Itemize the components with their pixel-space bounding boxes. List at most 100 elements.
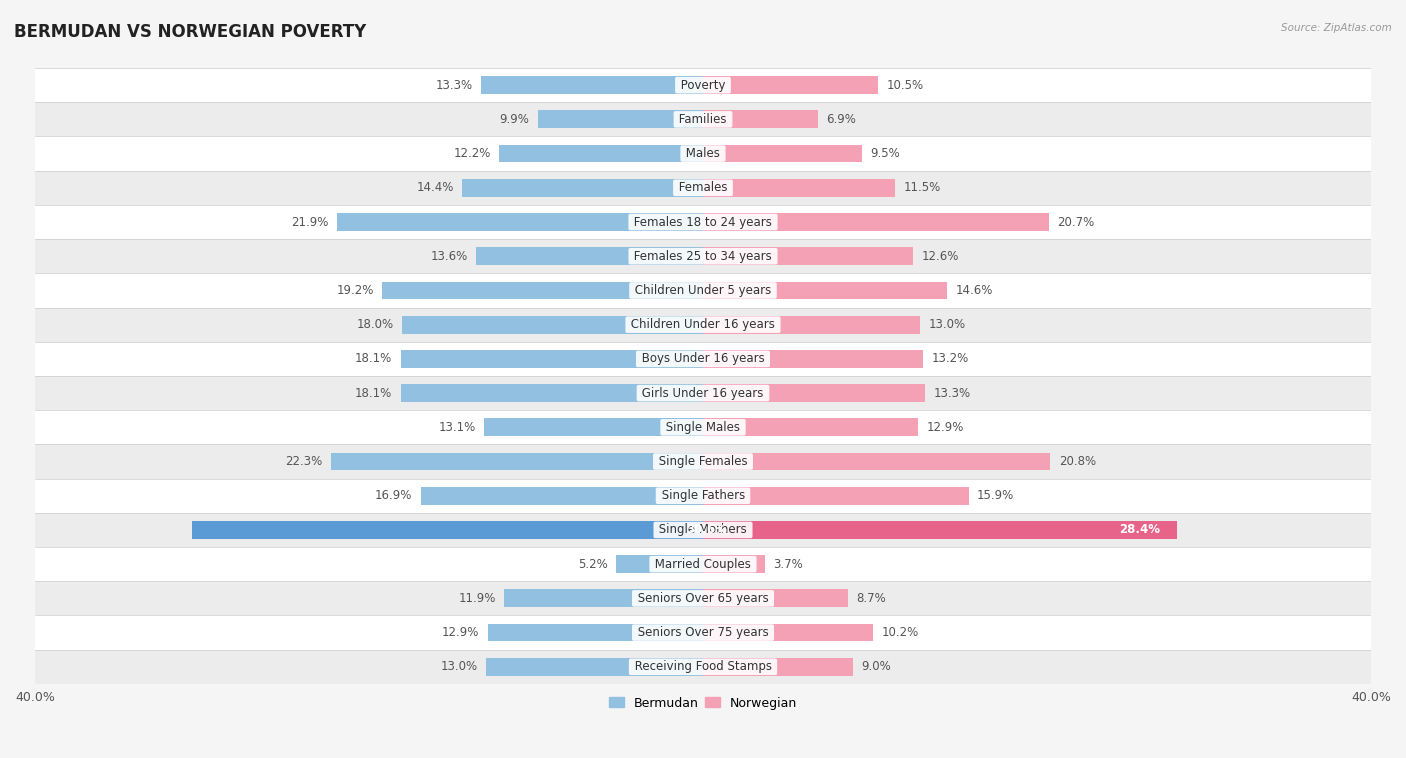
Text: 9.5%: 9.5% xyxy=(870,147,900,160)
Text: 13.6%: 13.6% xyxy=(430,249,468,263)
Bar xyxy=(703,487,969,505)
Bar xyxy=(463,179,703,197)
Text: 3.7%: 3.7% xyxy=(773,558,803,571)
Text: Seniors Over 75 years: Seniors Over 75 years xyxy=(634,626,772,639)
Legend: Bermudan, Norwegian: Bermudan, Norwegian xyxy=(603,691,803,715)
Bar xyxy=(35,410,1371,444)
Bar xyxy=(486,658,703,675)
Bar xyxy=(505,590,703,607)
Text: 22.3%: 22.3% xyxy=(285,455,322,468)
Text: 13.1%: 13.1% xyxy=(439,421,475,434)
Text: 21.9%: 21.9% xyxy=(291,215,329,228)
Bar xyxy=(616,556,703,573)
Bar xyxy=(703,624,873,641)
Bar xyxy=(703,316,920,334)
Text: 11.9%: 11.9% xyxy=(458,592,496,605)
Bar xyxy=(703,213,1049,231)
Text: Married Couples: Married Couples xyxy=(651,558,755,571)
Text: 6.9%: 6.9% xyxy=(827,113,856,126)
Bar xyxy=(703,453,1050,471)
Text: 15.9%: 15.9% xyxy=(977,489,1014,503)
Text: Single Males: Single Males xyxy=(662,421,744,434)
Bar xyxy=(382,281,703,299)
Text: Females: Females xyxy=(675,181,731,194)
Bar xyxy=(475,247,703,265)
Bar xyxy=(35,376,1371,410)
Bar xyxy=(703,590,848,607)
Bar xyxy=(35,68,1371,102)
Text: 12.9%: 12.9% xyxy=(927,421,965,434)
Bar xyxy=(35,444,1371,478)
Text: 8.7%: 8.7% xyxy=(856,592,886,605)
Bar xyxy=(537,111,703,128)
Text: Single Fathers: Single Fathers xyxy=(658,489,748,503)
Text: Boys Under 16 years: Boys Under 16 years xyxy=(638,352,768,365)
Bar xyxy=(703,247,914,265)
Text: 12.9%: 12.9% xyxy=(441,626,479,639)
Text: 9.9%: 9.9% xyxy=(499,113,529,126)
Text: 28.4%: 28.4% xyxy=(1119,524,1160,537)
Text: 13.2%: 13.2% xyxy=(932,352,969,365)
Bar xyxy=(499,145,703,162)
Bar xyxy=(35,547,1371,581)
Bar xyxy=(330,453,703,471)
Bar xyxy=(35,513,1371,547)
Text: 9.0%: 9.0% xyxy=(862,660,891,673)
Bar xyxy=(401,384,703,402)
Text: 10.2%: 10.2% xyxy=(882,626,920,639)
Bar xyxy=(703,350,924,368)
Text: 11.5%: 11.5% xyxy=(904,181,941,194)
Text: 18.0%: 18.0% xyxy=(357,318,394,331)
Bar xyxy=(484,418,703,436)
Text: Seniors Over 65 years: Seniors Over 65 years xyxy=(634,592,772,605)
Text: 16.9%: 16.9% xyxy=(375,489,412,503)
Bar xyxy=(481,77,703,94)
Text: 20.8%: 20.8% xyxy=(1059,455,1095,468)
Text: 18.1%: 18.1% xyxy=(356,352,392,365)
Text: Girls Under 16 years: Girls Under 16 years xyxy=(638,387,768,399)
Text: 5.2%: 5.2% xyxy=(578,558,607,571)
Text: 14.6%: 14.6% xyxy=(955,284,993,297)
Text: Single Mothers: Single Mothers xyxy=(655,524,751,537)
Bar xyxy=(35,615,1371,650)
Text: Children Under 5 years: Children Under 5 years xyxy=(631,284,775,297)
Bar xyxy=(402,316,703,334)
Text: 12.6%: 12.6% xyxy=(922,249,959,263)
Bar xyxy=(420,487,703,505)
Text: Receiving Food Stamps: Receiving Food Stamps xyxy=(631,660,775,673)
Text: 13.0%: 13.0% xyxy=(440,660,478,673)
Text: 13.0%: 13.0% xyxy=(928,318,966,331)
Text: 13.3%: 13.3% xyxy=(934,387,970,399)
Bar xyxy=(401,350,703,368)
Bar xyxy=(35,205,1371,239)
Text: Source: ZipAtlas.com: Source: ZipAtlas.com xyxy=(1281,23,1392,33)
Bar xyxy=(35,136,1371,171)
Text: 14.4%: 14.4% xyxy=(416,181,454,194)
Bar xyxy=(193,521,703,539)
Bar xyxy=(35,171,1371,205)
Text: 30.6%: 30.6% xyxy=(686,524,727,537)
Bar xyxy=(703,556,765,573)
Text: BERMUDAN VS NORWEGIAN POVERTY: BERMUDAN VS NORWEGIAN POVERTY xyxy=(14,23,367,41)
Bar xyxy=(703,418,918,436)
Bar xyxy=(35,478,1371,513)
Text: 19.2%: 19.2% xyxy=(336,284,374,297)
Bar xyxy=(35,342,1371,376)
Bar xyxy=(35,308,1371,342)
Bar xyxy=(337,213,703,231)
Bar xyxy=(703,145,862,162)
Text: Children Under 16 years: Children Under 16 years xyxy=(627,318,779,331)
Text: 13.3%: 13.3% xyxy=(436,79,472,92)
Text: Females 25 to 34 years: Females 25 to 34 years xyxy=(630,249,776,263)
Text: Females 18 to 24 years: Females 18 to 24 years xyxy=(630,215,776,228)
Bar xyxy=(35,239,1371,274)
Text: 10.5%: 10.5% xyxy=(887,79,924,92)
Text: 18.1%: 18.1% xyxy=(356,387,392,399)
Bar xyxy=(35,650,1371,684)
Text: Families: Families xyxy=(675,113,731,126)
Bar xyxy=(703,384,925,402)
Text: 20.7%: 20.7% xyxy=(1057,215,1094,228)
Bar xyxy=(35,581,1371,615)
Bar xyxy=(703,658,853,675)
Text: Males: Males xyxy=(682,147,724,160)
